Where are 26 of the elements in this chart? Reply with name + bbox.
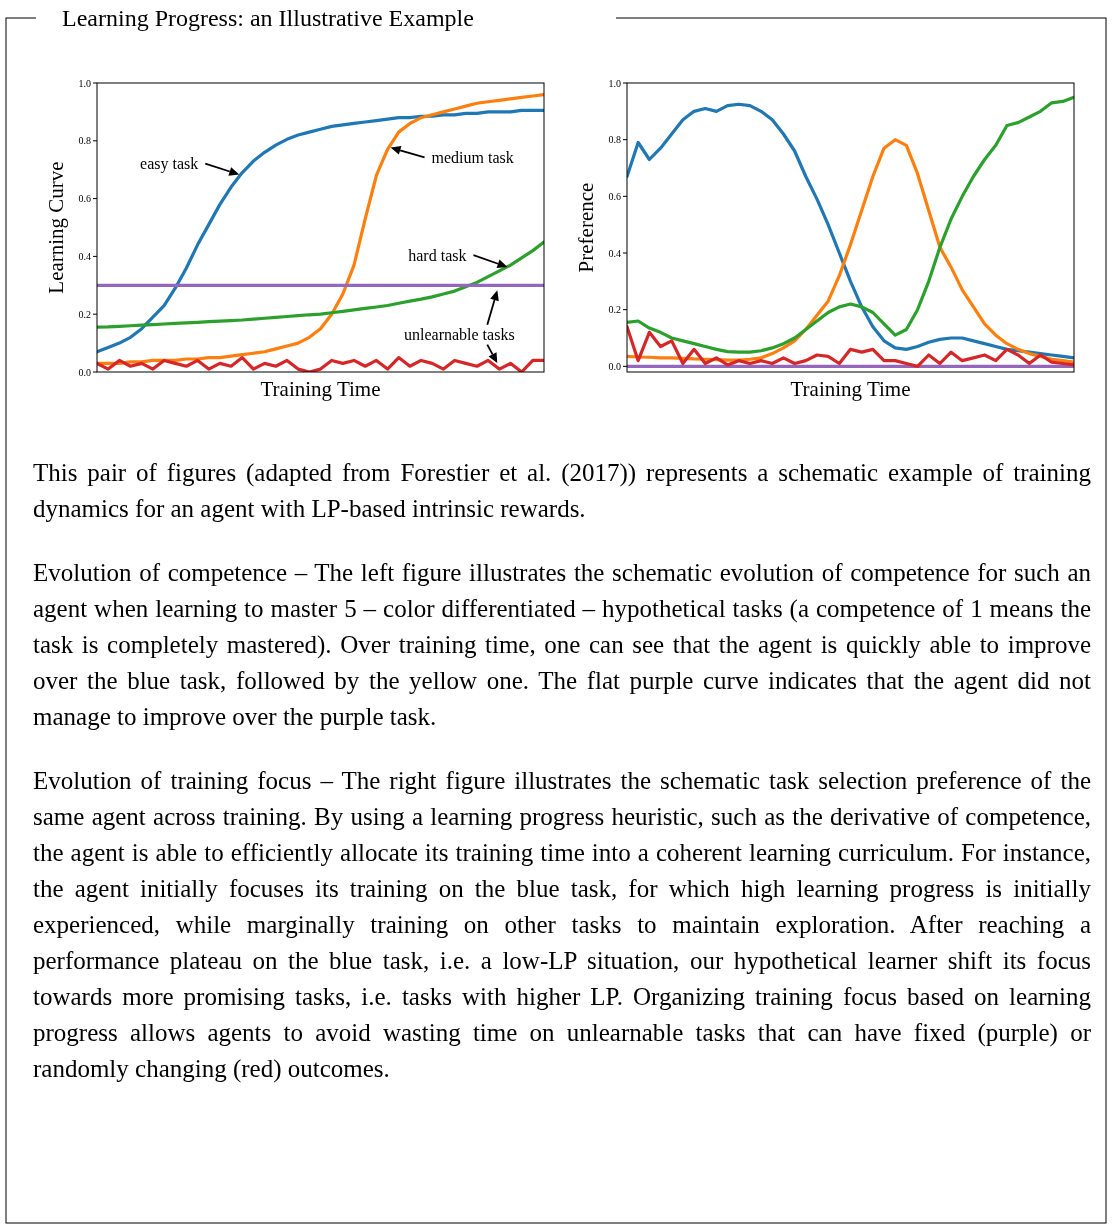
y-tick-label: 0.4 [78, 250, 91, 262]
text: Evolution of competence – The left figure illustrates the schematic evolution of competence for such an agent when learning to master 5 – color differentiated – hypothetical tasks (a competence of 1 means the task is completely mastered). Over training time, one can see that the agent is quickly able to improve over the blue task, followed by the yellow one. The flat purple curve indicates that the agent did not manage to improve over the purple task. [33, 558, 1091, 732]
y-tick-label: 0.8 [608, 134, 621, 146]
y-axis-title: Preference [574, 182, 598, 273]
x-axis-title: Training Time [790, 377, 911, 401]
y-tick-label: 0.2 [608, 304, 621, 316]
text: Learning Progress: an Illustrative Example [62, 5, 474, 32]
y-tick-label: 0.0 [608, 360, 621, 372]
y-tick-label: 0.4 [608, 247, 621, 259]
text: This pair of figures (adapted from Forestier et al. (2017)) represents a schematic example of training dynamics for an agent with LP-based intrinsic rewards. [33, 458, 1091, 524]
y-tick-label: 0.0 [78, 366, 91, 378]
y-tick-label: 0.6 [608, 190, 621, 202]
text: medium task [431, 149, 514, 167]
line-series [627, 325, 1074, 368]
series-label: hard task [408, 246, 467, 264]
y-tick-label: 0.8 [78, 135, 91, 147]
y-tick-label: 0.2 [78, 308, 91, 320]
annotation: unlearnable tasks [403, 326, 515, 344]
y-tick-label: 0.6 [78, 193, 91, 205]
y-tick-label: 1.0 [608, 77, 621, 89]
text: easy task [140, 155, 199, 174]
text: Evolution of training focus – The right figure illustrates the schematic task selection preference of the same agent across training. By using a learning progress heuristic, such as the derivative of competence, the agent is able to efficiently allocate its training time into a coherent learning curriculum. For instance, the agent initially focuses its training on the blue task, for which high learning progress is initially experienced, while marginally training on other tasks to maintain exploration. After reaching a performance plateau on the blue task, i.e. a low-LP situation, our hypothetical learner shift its focus towards more promising tasks, i.e. tasks with higher LP. Organizing training focus based on learning progress allows agents to avoid wasting time on unlearnable tasks that can have fixed (purple) or randomly changing (red) outcomes. [33, 767, 1091, 1082]
line-series [97, 240, 544, 329]
y-tick-label: 1.0 [78, 77, 91, 89]
y-axis-title: Learning Curve [44, 161, 68, 294]
x-axis-title: Training Time [260, 377, 381, 401]
